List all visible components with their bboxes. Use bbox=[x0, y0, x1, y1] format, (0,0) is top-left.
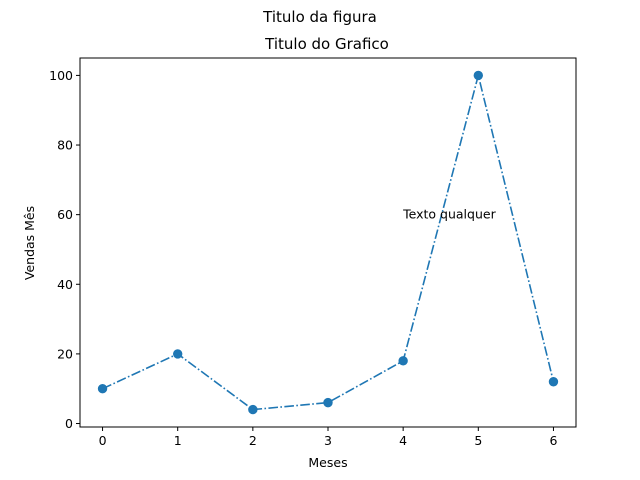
x-tick-label: 6 bbox=[549, 433, 557, 448]
data-point bbox=[398, 356, 408, 366]
y-tick-label: 0 bbox=[65, 416, 73, 431]
data-point bbox=[248, 404, 258, 415]
y-axis-label: Vendas Mês bbox=[22, 206, 37, 280]
y-tick-label: 60 bbox=[57, 207, 73, 222]
figure-title: Titulo da figura bbox=[262, 8, 377, 26]
y-tick-label: 100 bbox=[49, 68, 73, 83]
data-point bbox=[172, 349, 183, 359]
x-tick-label: 0 bbox=[99, 433, 107, 448]
x-tick-label: 5 bbox=[474, 433, 482, 448]
data-point bbox=[323, 397, 333, 408]
data-point bbox=[97, 384, 108, 394]
data-point bbox=[473, 70, 484, 81]
annotation-text: Texto qualquer bbox=[402, 207, 496, 222]
y-tick-label: 80 bbox=[57, 138, 73, 153]
y-tick-label: 40 bbox=[57, 277, 73, 292]
x-tick-label: 3 bbox=[324, 433, 332, 448]
y-tick-label: 20 bbox=[57, 346, 73, 361]
x-tick-label: 2 bbox=[249, 433, 257, 448]
x-axis-label: Meses bbox=[308, 455, 347, 470]
plot-area: Texto qualquer bbox=[97, 70, 559, 415]
chart-title: Titulo do Grafico bbox=[264, 35, 389, 53]
x-tick-label: 4 bbox=[399, 433, 407, 448]
data-point bbox=[548, 377, 559, 387]
x-tick-label: 1 bbox=[174, 433, 182, 448]
